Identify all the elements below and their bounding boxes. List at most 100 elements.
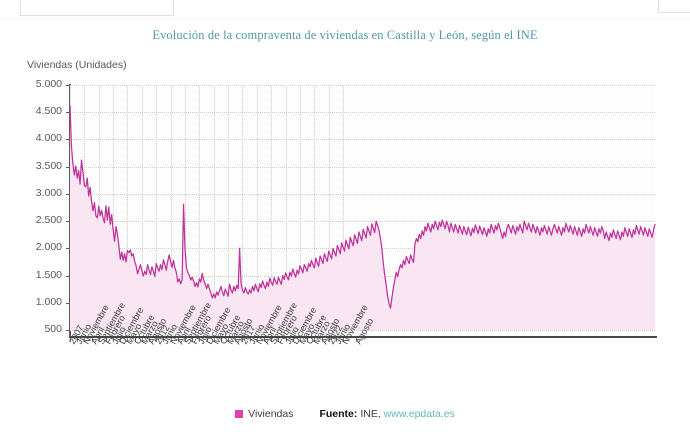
gridline-vertical <box>228 85 230 330</box>
y-axis-tick-label: 1.500 <box>35 268 62 281</box>
y-axis-tick-mark <box>66 112 71 114</box>
gridline-horizontal <box>70 193 655 195</box>
gridline-vertical <box>314 85 316 330</box>
gridline-vertical <box>299 85 301 330</box>
x-axis-tick-mark <box>105 338 107 342</box>
x-axis-tick-mark <box>228 338 230 342</box>
x-axis-tick-mark <box>113 338 115 342</box>
gridline-horizontal <box>70 221 655 223</box>
x-axis-tick-mark <box>213 338 215 342</box>
x-axis-tick-mark <box>91 338 93 342</box>
x-axis-tick-mark <box>356 338 358 342</box>
chart-title: Evolución de la compraventa de viviendas… <box>152 28 538 42</box>
x-axis-tick-mark <box>328 338 330 342</box>
x-axis-tick-mark <box>120 338 122 342</box>
x-axis-tick-mark <box>285 338 287 342</box>
legend-label-viviendas: Viviendas <box>248 408 294 420</box>
x-axis-tick-mark <box>206 338 208 342</box>
gridline-vertical <box>343 85 345 330</box>
plot-area <box>69 85 656 331</box>
gridline-vertical <box>170 85 172 330</box>
legend-swatch-viviendas <box>235 410 244 418</box>
y-axis-tick-mark <box>66 330 71 331</box>
x-axis-tick-mark <box>134 338 136 342</box>
x-axis-tick-mark <box>77 338 79 342</box>
y-axis-tick-label: 2.000 <box>35 241 62 254</box>
y-axis-tick-label: 3.500 <box>35 159 62 172</box>
gridline-horizontal <box>70 166 655 168</box>
x-axis-tick-mark <box>220 338 222 342</box>
x-axis-tick-mark <box>299 338 301 342</box>
gridline-horizontal <box>70 112 655 114</box>
y-axis-tick-mark <box>66 193 71 195</box>
y-axis-tick-mark <box>66 166 71 168</box>
x-axis-tick-mark <box>278 338 280 342</box>
x-axis-tick-mark <box>163 338 165 342</box>
source-value: INE, <box>360 408 381 420</box>
x-axis-tick-mark <box>70 338 71 342</box>
gridline-vertical <box>141 85 143 330</box>
y-axis-tick-mark <box>66 85 71 86</box>
x-axis-tick-mark <box>343 338 345 342</box>
y-axis-tick-mark <box>66 275 71 277</box>
top-divider <box>0 19 690 20</box>
top-ui-fragment-right <box>658 0 690 13</box>
x-axis-tick-mark <box>149 338 151 342</box>
x-axis-tick-mark <box>98 338 100 342</box>
gridline-vertical <box>242 85 244 330</box>
gridline-vertical <box>256 85 258 330</box>
y-axis-tick-label: 500 <box>44 323 62 335</box>
x-axis-tick-mark <box>335 338 337 342</box>
y-axis-tick-label: 4.500 <box>35 105 62 118</box>
x-axis-tick-mark <box>292 338 294 342</box>
gridline-vertical <box>199 85 201 330</box>
x-axis-tick-mark <box>84 338 86 342</box>
y-axis-tick-label: 4.000 <box>35 132 62 145</box>
source-label: Fuente: <box>319 408 358 420</box>
x-axis-line <box>69 336 657 338</box>
x-axis-tick-mark <box>170 338 172 342</box>
gridline-horizontal <box>70 85 655 86</box>
x-axis-tick-mark <box>264 338 266 342</box>
gridline-horizontal <box>70 139 655 141</box>
x-axis-tick-mark <box>127 338 129 342</box>
gridline-vertical <box>213 85 215 330</box>
x-axis-tick-mark <box>156 338 158 342</box>
gridline-vertical <box>184 85 186 330</box>
y-axis-tick-mark <box>66 248 71 250</box>
top-ui-fragment-left <box>20 0 174 16</box>
y-axis-tick-label: 2.500 <box>35 214 62 227</box>
x-axis-tick-mark <box>314 338 316 342</box>
y-axis-tick-mark <box>66 139 71 141</box>
x-axis-tick-mark <box>141 338 143 342</box>
x-axis-tick-mark <box>256 338 258 342</box>
x-axis-tick-mark <box>321 338 323 342</box>
y-axis-tick-label: 3.000 <box>35 186 62 199</box>
gridline-vertical <box>127 85 129 330</box>
gridline-horizontal <box>70 330 655 331</box>
y-axis-tick-mark <box>66 302 71 304</box>
x-axis-tick-mark <box>192 338 194 342</box>
gridline-vertical <box>113 85 115 330</box>
y-axis-tick-label: 1.000 <box>35 295 62 308</box>
x-axis-tick-mark <box>242 338 244 342</box>
y-axis-tick-mark <box>66 221 71 223</box>
x-axis-tick-mark <box>177 338 179 342</box>
series-area <box>70 105 655 330</box>
gridline-vertical <box>285 85 287 330</box>
y-axis-tick-label: 5.000 <box>35 78 62 90</box>
y-axis-title: Viviendas (Unidades) <box>27 59 127 71</box>
viviendas-series <box>69 105 656 330</box>
x-axis-tick-mark <box>235 338 237 342</box>
source-link[interactable]: www.epdata.es <box>383 408 455 420</box>
gridline-vertical <box>328 85 330 330</box>
series-line <box>69 105 656 309</box>
gridline-vertical <box>271 85 273 330</box>
x-axis-tick-mark <box>307 338 309 342</box>
chart-legend: Viviendas Fuente: INE, www.epdata.es <box>0 408 690 420</box>
x-axis-tick-mark <box>271 338 273 342</box>
gridline-vertical <box>156 85 158 330</box>
x-axis-tick-mark <box>184 338 186 342</box>
x-axis-tick-mark <box>199 338 201 342</box>
